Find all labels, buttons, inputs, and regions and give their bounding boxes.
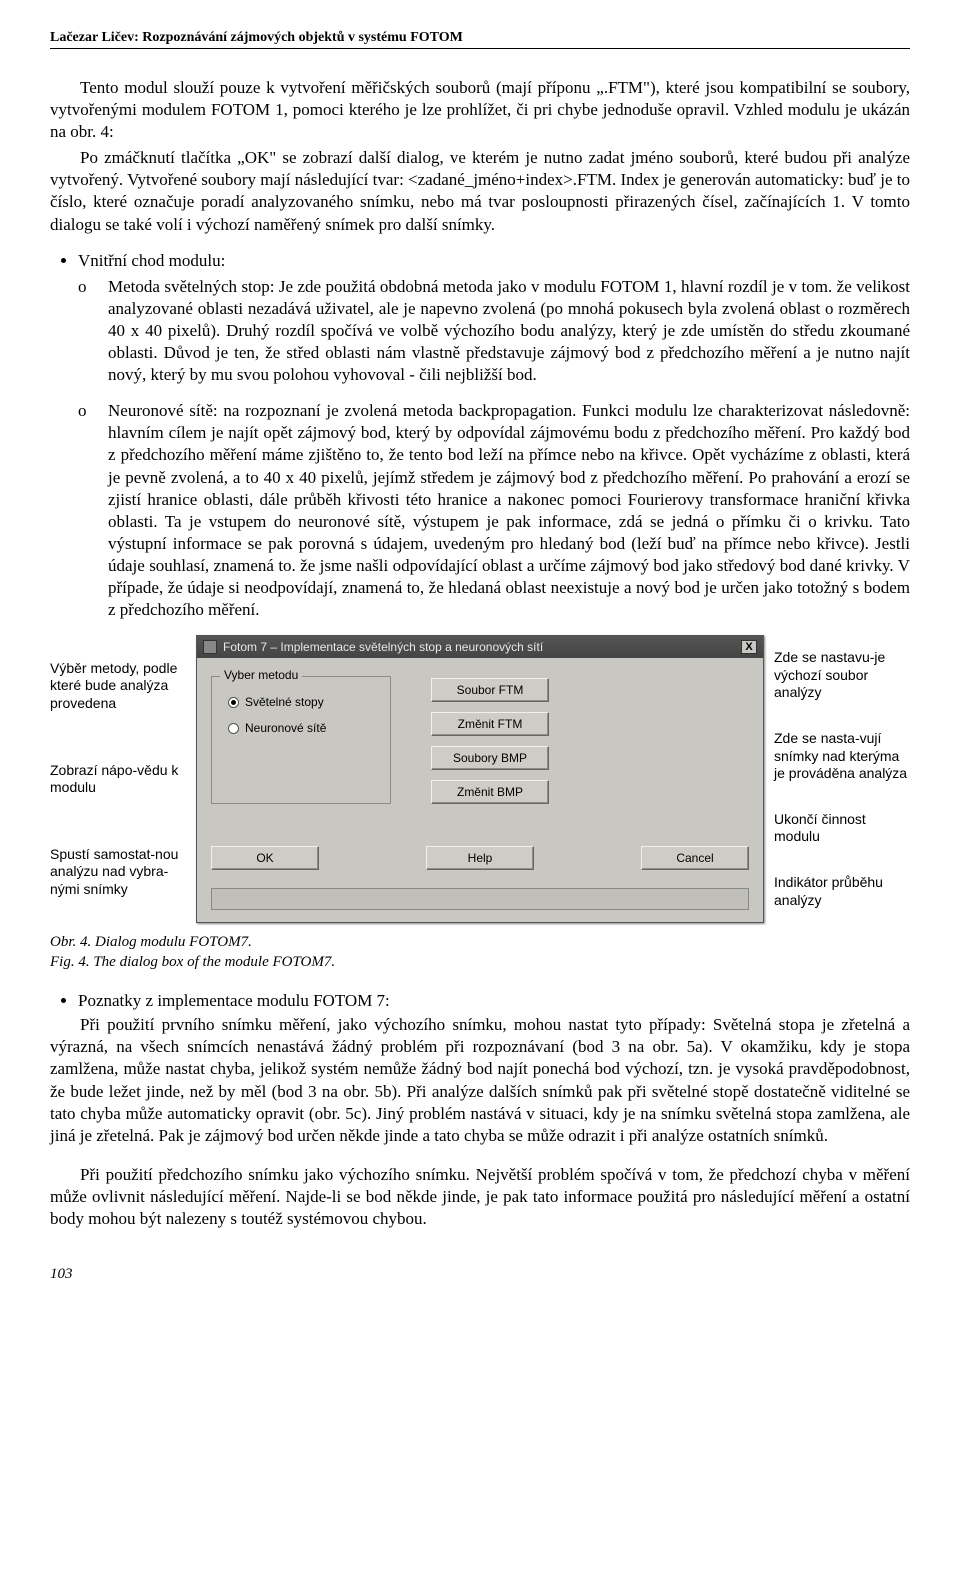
- poznatky-bullet: Poznatky z implementace modulu FOTOM 7:: [78, 990, 910, 1012]
- btn-soubor-ftm[interactable]: Soubor FTM: [431, 678, 549, 702]
- titlebar: Fotom 7 – Implementace světelných stop a…: [197, 636, 763, 658]
- cancel-button[interactable]: Cancel: [641, 846, 749, 870]
- progress-bar: [211, 888, 749, 910]
- sub-item-svetelne: Metoda světelných stop: Je zde použitá o…: [108, 276, 910, 386]
- figure-4: Výběr metody, podle které bude analýza p…: [50, 635, 910, 923]
- inner-module-head: Vnitřní chod modulu:: [78, 251, 225, 270]
- anno-left-1: Výběr metody, podle které bude analýza p…: [50, 660, 186, 713]
- running-header: Lačezar Ličev: Rozpoznávání zájmových ob…: [50, 30, 910, 49]
- radio-icon: [228, 723, 239, 734]
- paragraph-4: Při použití předchozího snímku jako vých…: [50, 1164, 910, 1230]
- figure-caption: Obr. 4. Dialog modulu FOTOM7. Fig. 4. Th…: [50, 933, 910, 972]
- annotations-right: Zde se nastavu-je výchozí soubor analýzy…: [770, 635, 910, 923]
- paragraph-1: Tento modul slouží pouze k vytvoření měř…: [50, 77, 910, 143]
- dialog-window: Fotom 7 – Implementace světelných stop a…: [196, 635, 764, 923]
- anno-right-4: Indikátor průběhu analýzy: [774, 874, 910, 909]
- anno-left-2: Zobrazí nápo-vědu k modulu: [50, 762, 186, 797]
- btn-soubory-bmp[interactable]: Soubory BMP: [431, 746, 549, 770]
- anno-right-1: Zde se nastavu-je výchozí soubor analýzy: [774, 649, 910, 702]
- annotations-left: Výběr metody, podle které bude analýza p…: [50, 635, 190, 923]
- radio-label: Neuronové sítě: [245, 721, 326, 735]
- radio-svetelne[interactable]: Světelné stopy: [228, 695, 374, 709]
- paragraph-3: Při použití prvního snímku měření, jako …: [50, 1014, 910, 1147]
- sub-marker-o: o: [78, 400, 108, 621]
- file-buttons-column: Soubor FTM Změnit FTM Soubory BMP Změnit…: [431, 678, 549, 804]
- anno-left-3: Spustí samostat-nou analýzu nad vybra-ný…: [50, 846, 186, 899]
- btn-zmenit-bmp[interactable]: Změnit BMP: [431, 780, 549, 804]
- close-button[interactable]: X: [741, 640, 757, 654]
- btn-zmenit-ftm[interactable]: Změnit FTM: [431, 712, 549, 736]
- anno-right-2: Zde se nasta-vují snímky nad kterýma je …: [774, 730, 910, 783]
- radio-label: Světelné stopy: [245, 695, 324, 709]
- app-icon: [203, 640, 217, 654]
- ok-button[interactable]: OK: [211, 846, 319, 870]
- radio-icon: [228, 697, 239, 708]
- page-number: 103: [50, 1266, 910, 1283]
- figcap-cs: Obr. 4. Dialog modulu FOTOM7.: [50, 933, 910, 953]
- paragraph-2: Po zmáčknutí tlačítka „OK" se zobrazí da…: [50, 147, 910, 235]
- sub-marker-o: o: [78, 276, 108, 386]
- method-group: Vyber metodu Světelné stopy Neuronové sí…: [211, 676, 391, 804]
- poznatky-head: Poznatky z implementace modulu FOTOM 7:: [78, 991, 390, 1010]
- sub-item-neuronove: Neuronové sítě: na rozpoznaní je zvolená…: [108, 400, 910, 621]
- inner-module-bullet: Vnitřní chod modulu: o Metoda světelných…: [78, 250, 910, 622]
- help-button[interactable]: Help: [426, 846, 534, 870]
- anno-right-3: Ukončí činnost modulu: [774, 811, 910, 846]
- dialog-title: Fotom 7 – Implementace světelných stop a…: [223, 640, 543, 654]
- radio-neuronove[interactable]: Neuronové sítě: [228, 721, 374, 735]
- group-label: Vyber metodu: [220, 668, 302, 682]
- figcap-en: Fig. 4. The dialog box of the module FOT…: [50, 953, 910, 973]
